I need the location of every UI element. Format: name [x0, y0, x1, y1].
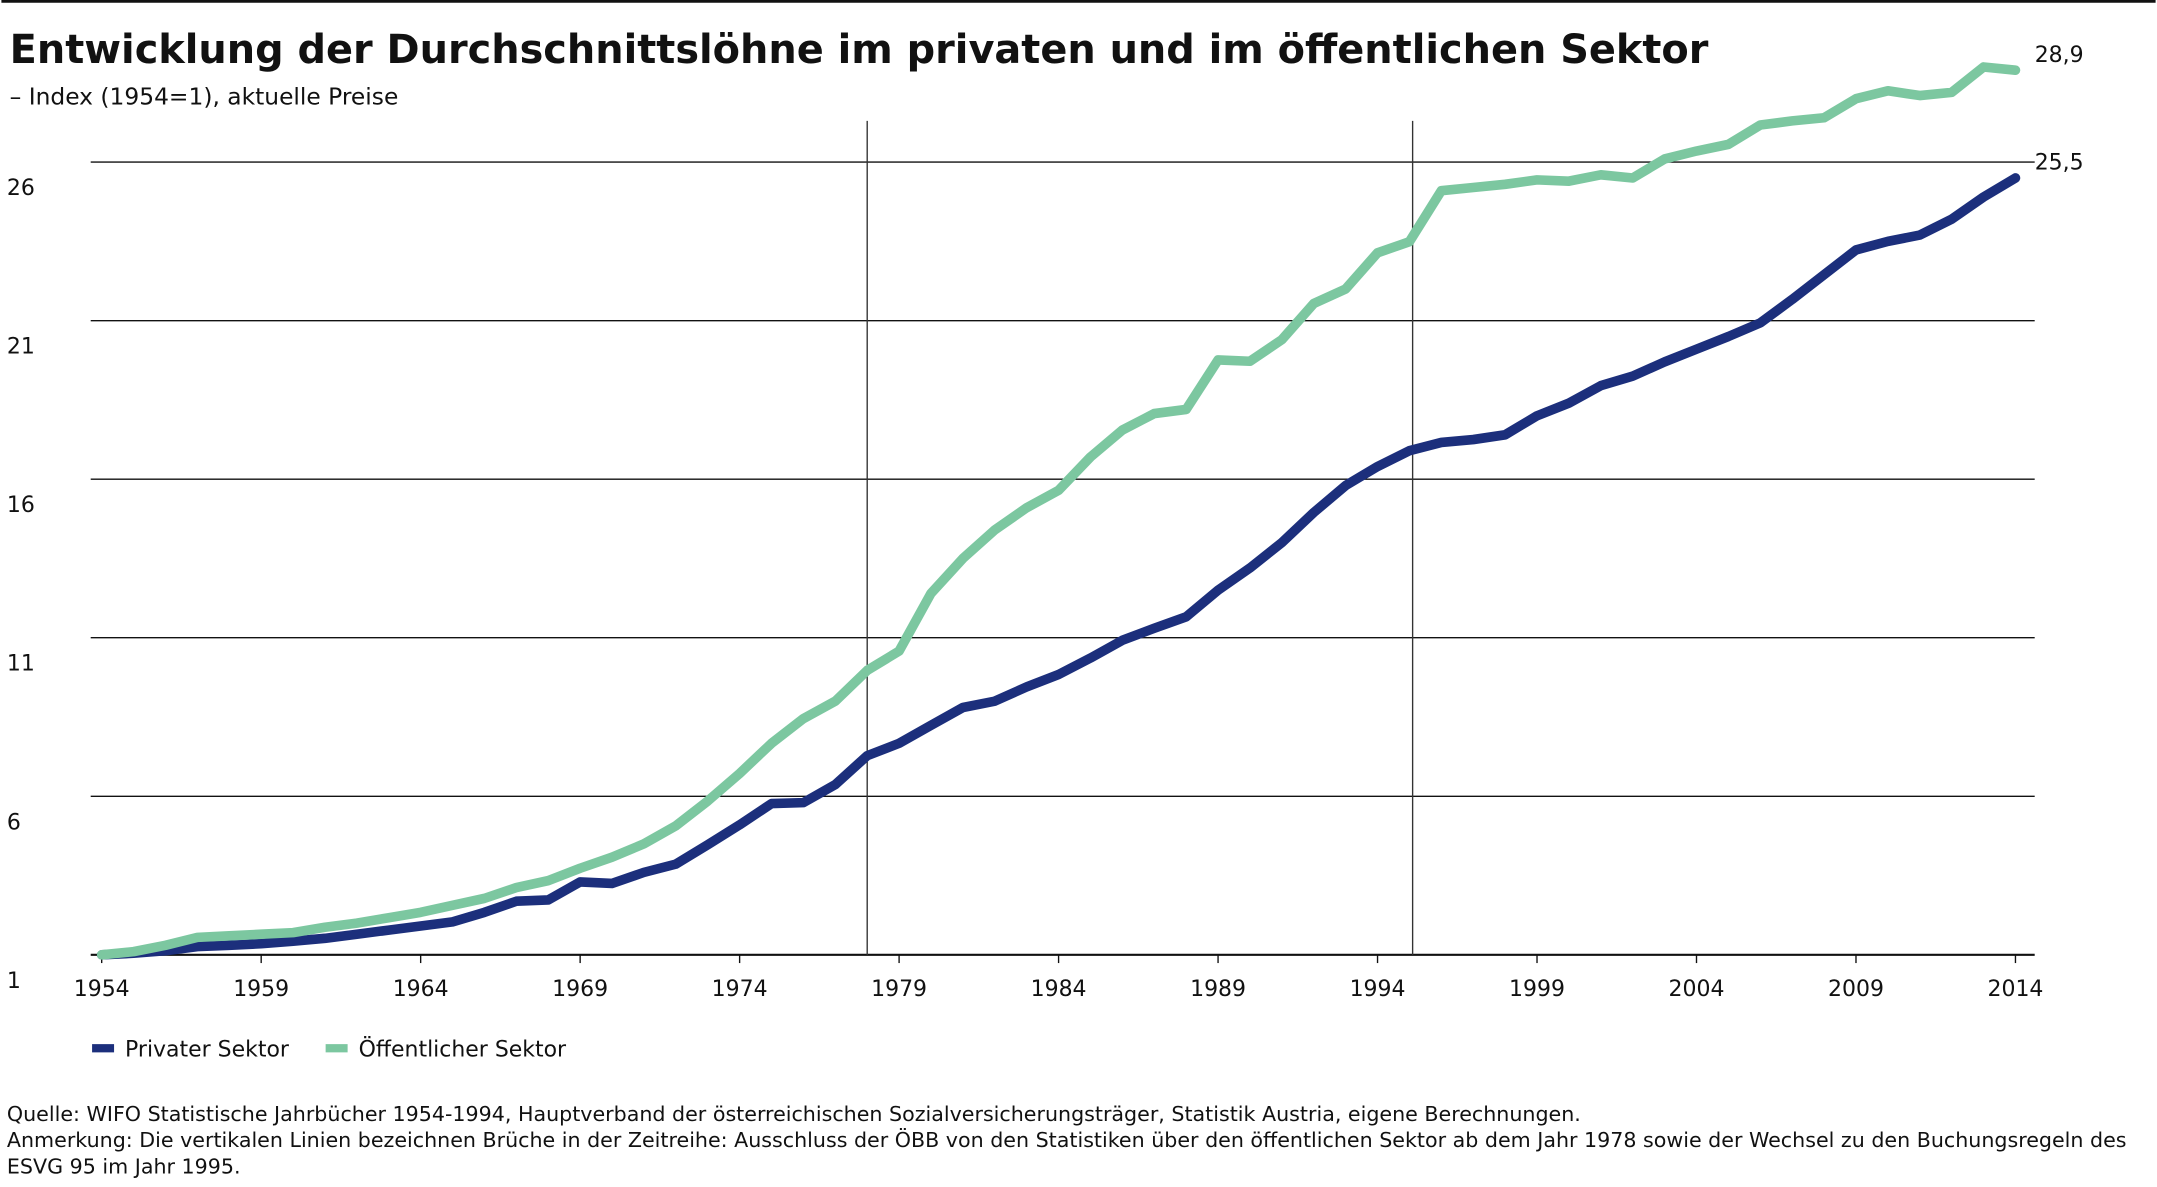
x-tick-label: 1974 — [712, 977, 768, 1002]
x-tick-label: 1954 — [74, 977, 130, 1002]
y-tick-label: 26 — [7, 176, 35, 201]
x-tick-label: 1969 — [552, 977, 608, 1002]
value-label: 25,5 — [2035, 151, 2084, 176]
y-tick-label: 11 — [7, 652, 35, 677]
x-tick-label: 2009 — [1828, 977, 1884, 1002]
y-tick-label: 6 — [7, 810, 21, 835]
footer-text: Quelle: WIFO Statistische Jahrbücher 195… — [7, 1102, 2136, 1180]
y-tick-label: 1 — [7, 969, 21, 994]
chart-title: Entwicklung der Durchschnittslöhne im pr… — [10, 27, 1709, 73]
legend-label: Privater Sektor — [125, 1037, 290, 1062]
source: Quelle: WIFO Statistische Jahrbücher 195… — [6, 1101, 1581, 1127]
legend-label: Öffentlicher Sektor — [359, 1036, 567, 1062]
x-tick-label: 1959 — [233, 977, 289, 1002]
note: Anmerkung: Die vertikalen Linien bezeich… — [6, 1127, 2127, 1179]
x-tick-label: 2004 — [1669, 977, 1725, 1002]
x-tick-label: 1989 — [1190, 977, 1246, 1002]
chart-subtitle: – Index (1954=1), aktuelle Preise — [10, 82, 399, 110]
y-tick-label: 16 — [7, 493, 35, 518]
footer: Quelle: WIFO Statistische Jahrbücher 195… — [7, 1102, 2136, 1180]
x-tick-label: 1994 — [1350, 977, 1406, 1002]
x-tick-label: 1984 — [1031, 977, 1087, 1002]
series-line — [96, 173, 2021, 960]
x-tick-label: 1964 — [393, 977, 449, 1002]
y-tick-label: 21 — [7, 335, 35, 360]
value-label: 28,9 — [2035, 43, 2084, 68]
x-tick-label: 2014 — [1987, 977, 2043, 1002]
x-tick-label: 1999 — [1509, 977, 1565, 1002]
series-line — [96, 62, 2021, 960]
x-tick-label: 1979 — [871, 977, 927, 1002]
